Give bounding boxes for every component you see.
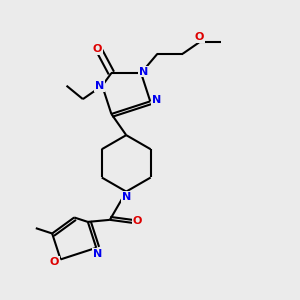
Text: O: O [92, 44, 102, 54]
Text: N: N [92, 249, 102, 260]
Text: N: N [152, 95, 161, 105]
Text: N: N [94, 81, 104, 91]
Text: N: N [122, 192, 131, 202]
Text: N: N [139, 67, 148, 76]
Text: O: O [50, 257, 59, 267]
Text: O: O [194, 32, 204, 42]
Text: O: O [133, 216, 142, 226]
